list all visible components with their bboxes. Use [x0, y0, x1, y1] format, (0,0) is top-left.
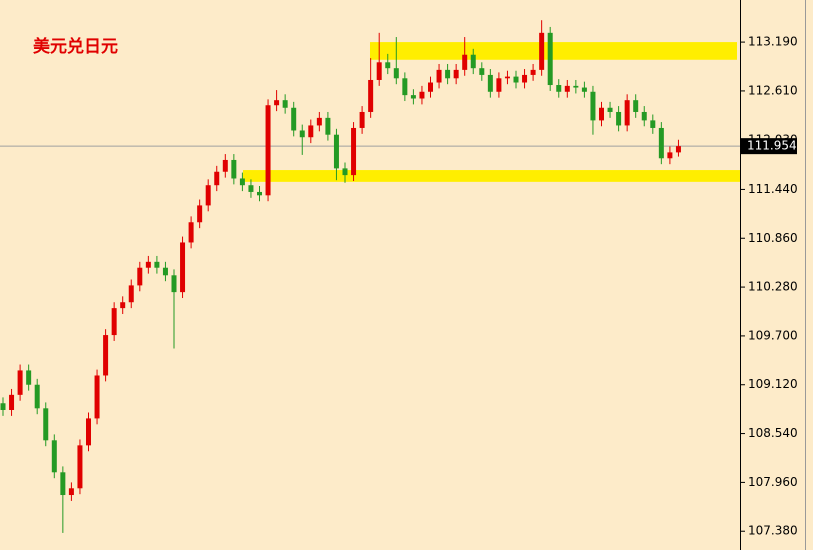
candle-body: [68, 488, 74, 496]
candle-body: [265, 105, 271, 196]
candle-body: [188, 222, 194, 243]
candle-body: [60, 472, 66, 496]
candle-body: [675, 146, 681, 153]
candle-body: [539, 32, 545, 70]
candle-body: [599, 107, 604, 121]
support-resistance-zone: [243, 170, 741, 182]
candle-body: [9, 394, 15, 410]
candle-body: [624, 100, 630, 126]
candle-body: [137, 267, 143, 286]
candle-body: [248, 185, 254, 192]
candle-body: [633, 100, 639, 112]
candle-body: [590, 91, 596, 121]
plot-area: [0, 20, 741, 533]
candle-body: [607, 107, 613, 112]
y-tick-label: 109.700: [748, 328, 798, 342]
candle-body: [239, 178, 245, 186]
candle-body: [428, 82, 433, 92]
chart-title: 美元兑日元: [33, 36, 118, 57]
y-tick-label: 110.860: [748, 231, 798, 245]
y-tick-label: 108.540: [748, 426, 798, 440]
candle-body: [111, 308, 117, 336]
candle-body: [0, 403, 6, 410]
candle-body: [479, 68, 485, 75]
candle-body: [470, 54, 476, 69]
candle-body: [180, 242, 186, 293]
candle-body: [436, 69, 442, 83]
candle-body: [26, 370, 32, 385]
candle-body: [162, 267, 168, 276]
candle-body: [504, 76, 510, 79]
candle-body: [171, 275, 177, 293]
y-tick-label: 107.960: [748, 475, 798, 489]
candle-body: [393, 68, 399, 79]
y-tick-label: 113.190: [748, 35, 798, 49]
candle-body: [564, 85, 570, 92]
candle-body: [385, 62, 391, 69]
candle-body: [410, 95, 416, 99]
candle-body: [641, 111, 647, 121]
candle-body: [316, 117, 322, 126]
candle-body: [376, 62, 382, 80]
candle-body: [291, 107, 297, 131]
candle-body: [581, 87, 587, 92]
y-tick-label: 109.120: [748, 377, 798, 391]
candle-body: [359, 111, 365, 128]
candle-body: [197, 205, 203, 223]
candle-body: [333, 134, 339, 169]
y-tick-label: 112.610: [748, 83, 798, 97]
y-tick-label: 111.440: [748, 182, 798, 196]
candle-body: [547, 32, 553, 86]
candle-body: [274, 100, 280, 106]
candle-body: [445, 69, 451, 79]
candle-body: [368, 79, 374, 112]
candle-body: [257, 191, 262, 196]
candle-body: [667, 152, 673, 159]
candle-body: [487, 74, 493, 92]
candle-body: [308, 125, 314, 138]
candle-body: [231, 159, 237, 179]
candle-body: [120, 302, 126, 309]
y-tick-label: 110.280: [748, 280, 798, 294]
candle-body: [573, 85, 579, 88]
candle-body: [103, 335, 109, 376]
last-price-label: 111.954: [747, 139, 797, 153]
candle-body: [556, 85, 562, 92]
candle-body: [419, 91, 425, 99]
candle-body: [77, 445, 83, 489]
support-resistance-zone: [370, 42, 737, 60]
candle-body: [43, 408, 49, 441]
y-tick-label: 107.380: [748, 524, 798, 538]
candle-body: [86, 418, 91, 446]
candle-body: [17, 370, 23, 395]
candle-body: [522, 74, 528, 83]
candle-body: [214, 171, 220, 186]
candle-body: [299, 130, 305, 138]
candle-body: [282, 100, 288, 108]
candle-body: [205, 185, 211, 206]
candle-body: [462, 54, 468, 70]
candle-body: [222, 159, 228, 172]
candle-body: [513, 76, 519, 83]
candle-body: [145, 261, 151, 268]
candle-body: [616, 111, 622, 126]
candle-body: [658, 127, 664, 159]
candle-body: [342, 168, 348, 176]
candle-body: [325, 117, 331, 135]
candle-body: [128, 285, 134, 303]
candle-body: [34, 384, 40, 409]
candle-body: [402, 78, 408, 96]
candle-body: [51, 440, 57, 473]
candle-body: [154, 261, 160, 268]
last-price-box: [741, 138, 797, 155]
candle-body: [94, 375, 100, 419]
candle-body: [351, 127, 357, 176]
candle-body: [650, 120, 656, 128]
candle-body: [530, 69, 536, 75]
candle-body: [453, 69, 459, 79]
candle-body: [496, 78, 502, 92]
